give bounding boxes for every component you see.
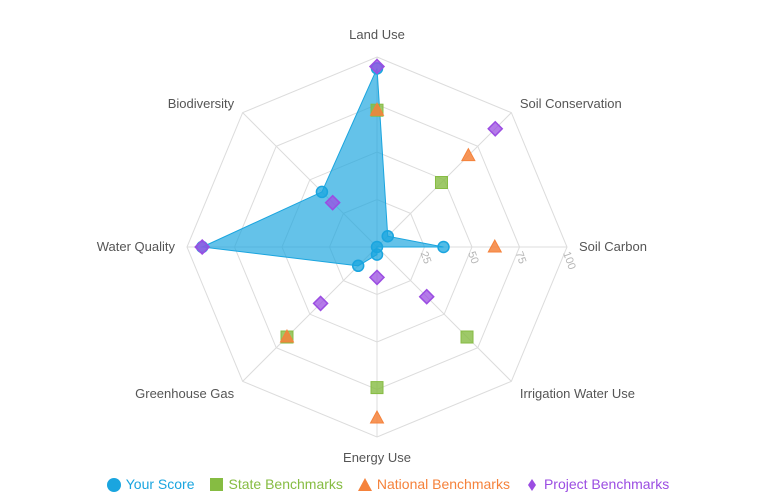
data-point[interactable] (434, 176, 448, 190)
data-point[interactable] (194, 238, 211, 256)
data-point[interactable] (437, 240, 450, 254)
series-layer (194, 58, 504, 424)
triangle-marker-icon (357, 478, 372, 491)
radial-tick-labels: 25 50 75 100 (418, 250, 578, 271)
data-point[interactable] (418, 288, 435, 305)
radar-chart: 25 50 75 100 Land Use Soil Conservation Soil … (97, 27, 647, 465)
data-point[interactable] (460, 330, 474, 344)
square-marker-icon (209, 478, 223, 491)
tick-label: 25 (418, 250, 433, 266)
legend-label: Your Score (125, 476, 195, 492)
data-point[interactable] (370, 381, 384, 395)
category-label: Soil Carbon (579, 239, 647, 254)
data-point[interactable] (312, 295, 329, 312)
category-label: Energy Use (343, 450, 411, 465)
tick-label: 100 (560, 250, 578, 271)
series-area-your-score (200, 68, 444, 267)
data-point[interactable] (487, 120, 504, 137)
category-labels: Land Use Soil Conservation Soil Carbon Irri… (97, 27, 647, 465)
series-project-benchmarks (194, 58, 504, 312)
grid-spoke (376, 246, 512, 382)
category-label: Greenhouse Gas (135, 386, 235, 401)
legend-label: State Benchmarks (228, 476, 343, 492)
legend-label: Project Benchmarks (543, 476, 670, 492)
data-point[interactable] (324, 194, 341, 211)
data-point[interactable] (487, 238, 503, 253)
data-point[interactable] (368, 58, 386, 75)
tick-label: 75 (513, 250, 528, 266)
tick-label: 50 (465, 250, 480, 266)
legend-item[interactable]: State Benchmarks (209, 474, 343, 494)
data-point[interactable] (381, 230, 394, 243)
data-point[interactable] (351, 259, 365, 273)
data-point[interactable] (368, 269, 386, 286)
data-point[interactable] (279, 328, 295, 343)
legend-label: National Benchmarks (376, 476, 510, 492)
data-point[interactable] (369, 102, 385, 116)
category-label: Soil Conservation (520, 96, 622, 111)
category-label: Water Quality (97, 239, 176, 254)
legend-item[interactable]: Your Score (106, 474, 195, 494)
legend-item[interactable]: National Benchmarks (357, 474, 510, 494)
category-label: Land Use (349, 27, 405, 42)
legend-item[interactable]: Project Benchmarks (524, 474, 669, 494)
data-point[interactable] (315, 185, 329, 199)
category-label: Biodiversity (168, 96, 235, 111)
series-national-benchmarks (279, 102, 503, 424)
diamond-marker-icon (527, 479, 536, 491)
data-point[interactable] (370, 248, 384, 261)
data-point[interactable] (461, 147, 476, 162)
category-label: Irrigation Water Use (520, 386, 635, 401)
circle-marker-icon (106, 478, 121, 492)
data-point[interactable] (369, 409, 385, 424)
chart-legend: Your Score State Benchmarks National Bench… (0, 474, 775, 494)
